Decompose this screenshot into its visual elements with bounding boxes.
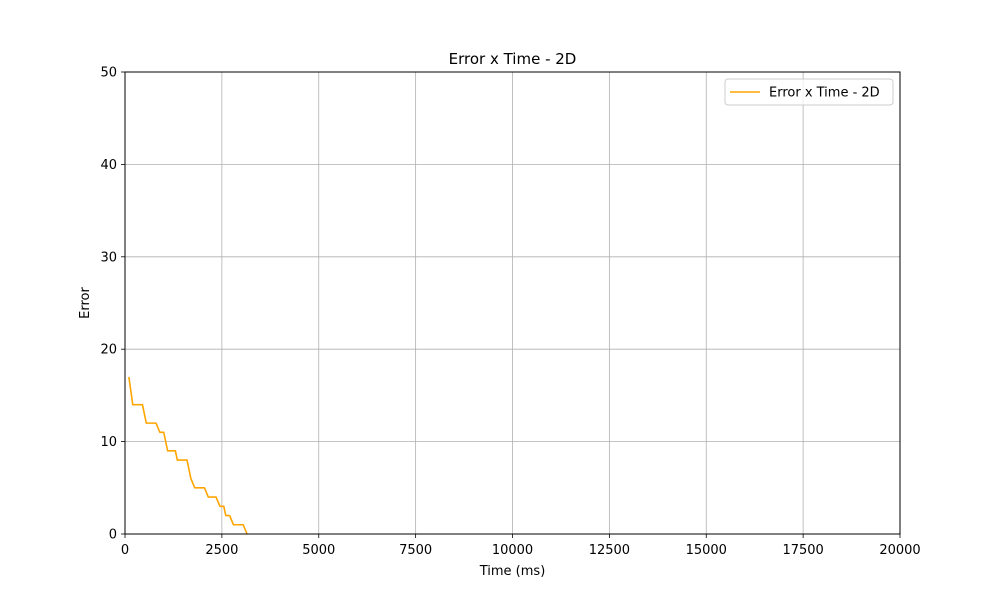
x-tick-label: 12500 [589, 543, 630, 558]
x-axis-label: Time (ms) [479, 564, 546, 579]
x-tick-label: 7500 [399, 543, 432, 558]
x-tick-label: 15000 [686, 543, 727, 558]
y-tick-label: 0 [109, 528, 117, 543]
x-tick-label: 2500 [205, 543, 238, 558]
x-tick-label: 0 [121, 543, 129, 558]
x-tick-label: 20000 [879, 543, 920, 558]
y-tick-label: 30 [100, 250, 117, 265]
y-tick-label: 50 [100, 66, 117, 81]
y-tick-label: 40 [100, 158, 117, 173]
legend: Error x Time - 2D [724, 78, 894, 106]
x-tick-label: 5000 [302, 543, 335, 558]
y-tick-label: 10 [100, 435, 117, 450]
y-tick-label: 20 [100, 343, 117, 358]
chart-title: Error x Time - 2D [449, 50, 577, 68]
series-line [128, 376, 248, 535]
ticks: 0 2500 5000 7500 10000 12500 15000 17500 20000 0 1… [100, 66, 920, 559]
legend-entry-label: Error x Time - 2D [769, 86, 880, 101]
x-tick-label: 17500 [782, 543, 823, 558]
y-axis-label: Error [78, 287, 93, 319]
series-layer [128, 376, 248, 535]
legend-box [724, 78, 894, 106]
x-tick-label: 10000 [492, 543, 533, 558]
